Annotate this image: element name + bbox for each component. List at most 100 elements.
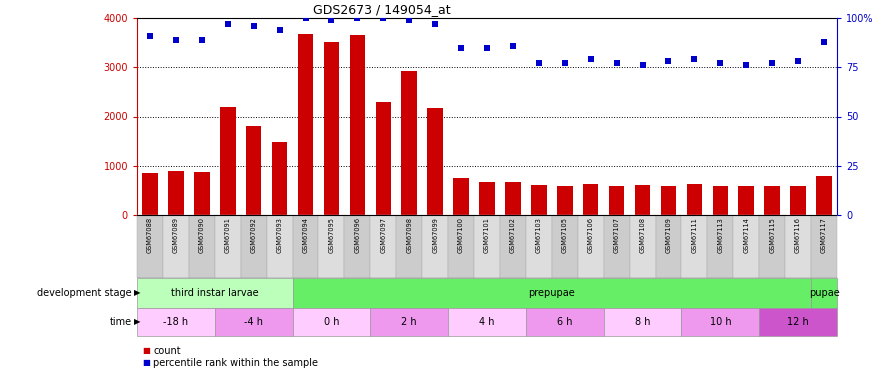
Text: time: time xyxy=(109,317,132,327)
Bar xyxy=(603,308,682,336)
Bar xyxy=(240,215,267,278)
Text: -18 h: -18 h xyxy=(164,317,189,327)
Text: 6 h: 6 h xyxy=(557,317,572,327)
Text: GSM67092: GSM67092 xyxy=(251,217,256,253)
Bar xyxy=(267,215,293,278)
Text: GSM67111: GSM67111 xyxy=(692,217,698,253)
Bar xyxy=(214,308,293,336)
Bar xyxy=(583,184,598,215)
Bar xyxy=(448,215,474,278)
Text: ▶: ▶ xyxy=(134,288,141,297)
Text: GSM67108: GSM67108 xyxy=(640,217,645,253)
Bar xyxy=(708,215,733,278)
Bar xyxy=(603,215,629,278)
Bar xyxy=(759,308,837,336)
Text: prepupae: prepupae xyxy=(529,288,575,298)
Bar xyxy=(448,308,526,336)
Text: GSM67116: GSM67116 xyxy=(795,217,801,253)
Text: -4 h: -4 h xyxy=(244,317,263,327)
Bar xyxy=(816,176,832,215)
Bar xyxy=(370,308,448,336)
Bar xyxy=(246,126,262,215)
Text: GSM67105: GSM67105 xyxy=(562,217,568,253)
Bar xyxy=(811,215,837,278)
Bar xyxy=(629,215,656,278)
Text: GSM67099: GSM67099 xyxy=(433,217,438,253)
Bar xyxy=(194,172,209,215)
Bar xyxy=(293,215,319,278)
Text: GSM67091: GSM67091 xyxy=(225,217,231,253)
Bar xyxy=(526,308,603,336)
Text: 2 h: 2 h xyxy=(401,317,417,327)
Bar xyxy=(220,106,236,215)
Bar xyxy=(506,183,521,215)
Bar xyxy=(163,215,189,278)
Bar xyxy=(682,215,708,278)
Bar xyxy=(500,215,526,278)
Text: GSM67095: GSM67095 xyxy=(328,217,335,253)
Bar xyxy=(189,215,214,278)
Bar xyxy=(635,186,651,215)
Bar xyxy=(609,186,625,215)
Bar xyxy=(376,102,391,215)
Text: GSM67117: GSM67117 xyxy=(821,217,827,253)
Bar xyxy=(271,142,287,215)
Text: GSM67088: GSM67088 xyxy=(147,217,153,253)
Bar xyxy=(137,308,214,336)
Text: GSM67090: GSM67090 xyxy=(198,217,205,253)
Text: GSM67115: GSM67115 xyxy=(769,217,775,253)
Text: GSM67114: GSM67114 xyxy=(743,217,749,253)
Bar xyxy=(682,308,759,336)
Bar xyxy=(214,215,240,278)
Bar xyxy=(713,186,728,215)
Bar xyxy=(474,215,500,278)
Text: ■: ■ xyxy=(142,346,150,355)
Text: GSM67103: GSM67103 xyxy=(536,217,542,253)
Bar xyxy=(427,108,443,215)
Bar xyxy=(479,182,495,215)
Bar xyxy=(739,186,754,215)
Bar xyxy=(319,215,344,278)
Text: GSM67093: GSM67093 xyxy=(277,217,283,253)
Bar xyxy=(526,215,552,278)
Bar xyxy=(531,186,546,215)
Text: GSM67089: GSM67089 xyxy=(173,217,179,253)
Bar xyxy=(293,308,370,336)
Bar xyxy=(344,215,370,278)
Text: GSM67097: GSM67097 xyxy=(380,217,386,253)
Text: third instar larvae: third instar larvae xyxy=(171,288,259,298)
Text: GSM67096: GSM67096 xyxy=(354,217,360,253)
Text: 12 h: 12 h xyxy=(788,317,809,327)
Text: GDS2673 / 149054_at: GDS2673 / 149054_at xyxy=(313,3,451,16)
Text: GSM67098: GSM67098 xyxy=(406,217,412,253)
Text: GSM67109: GSM67109 xyxy=(666,217,671,253)
Bar xyxy=(453,178,469,215)
Bar xyxy=(765,186,780,215)
Bar xyxy=(350,35,365,215)
Bar xyxy=(142,173,158,215)
Bar xyxy=(324,42,339,215)
Text: GSM67107: GSM67107 xyxy=(613,217,619,253)
Text: GSM67100: GSM67100 xyxy=(458,217,464,253)
Bar xyxy=(656,215,682,278)
Bar xyxy=(168,171,183,215)
Bar xyxy=(733,215,759,278)
Text: 0 h: 0 h xyxy=(324,317,339,327)
Text: ▶: ▶ xyxy=(134,318,141,327)
Text: GSM67106: GSM67106 xyxy=(587,217,594,253)
Bar xyxy=(557,186,572,215)
Text: GSM67102: GSM67102 xyxy=(510,217,516,253)
Text: GSM67101: GSM67101 xyxy=(484,217,490,253)
Text: GSM67113: GSM67113 xyxy=(717,217,724,253)
Bar xyxy=(396,215,422,278)
Bar xyxy=(422,215,448,278)
Bar xyxy=(401,71,417,215)
Bar xyxy=(578,215,603,278)
Bar xyxy=(137,278,293,308)
Bar xyxy=(660,186,676,215)
Text: 4 h: 4 h xyxy=(479,317,495,327)
Text: 10 h: 10 h xyxy=(709,317,732,327)
Bar xyxy=(785,215,811,278)
Text: pupae: pupae xyxy=(809,288,839,298)
Bar xyxy=(759,215,785,278)
